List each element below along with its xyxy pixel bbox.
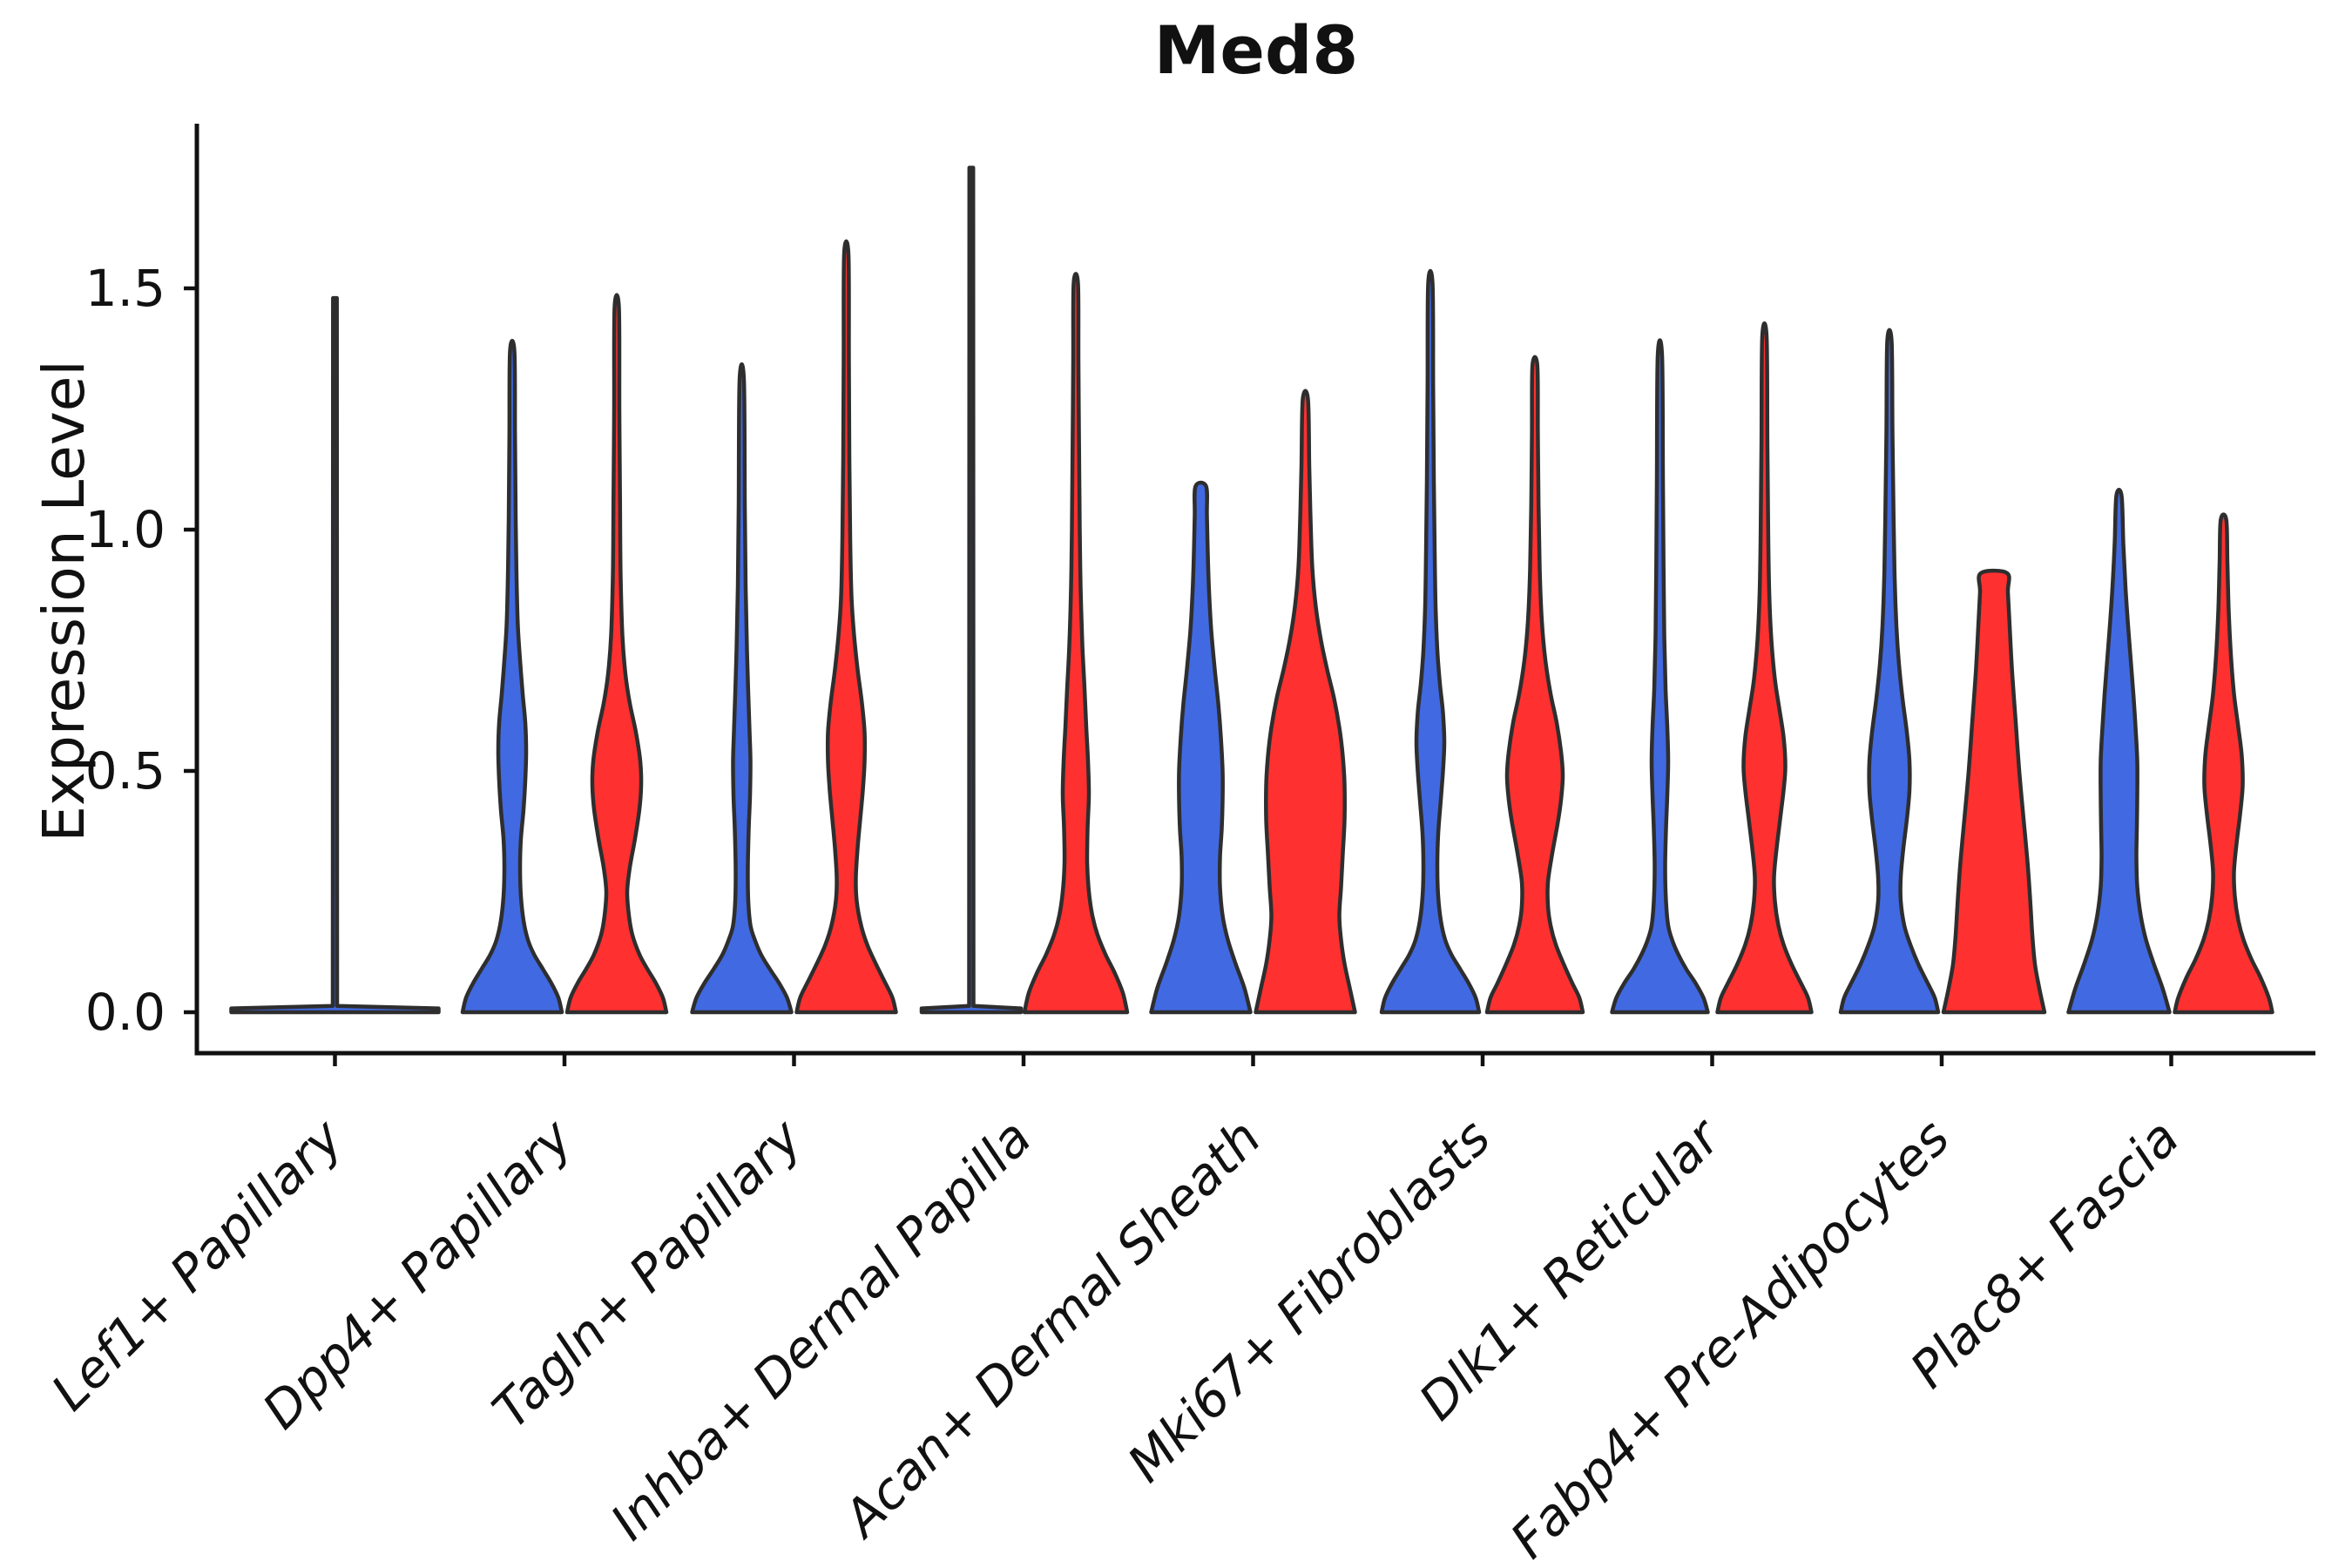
violin-Dpp4-Papillary-red [564, 293, 669, 1015]
violin-Plac8-Fascia-red [2173, 512, 2274, 1015]
violin-Plac8-Fascia-blue [2066, 488, 2172, 1015]
violin-Tagln-Papillary-blue [690, 362, 794, 1015]
violin-Tagln-Papillary-red [794, 239, 898, 1015]
x-tick-label: Acan+ Dermal Sheath [830, 1108, 1273, 1551]
violin-Inhba-Dermal-Papilla-blue [919, 166, 1024, 1015]
x-tick-label: Inhba+ Dermal Papilla [599, 1108, 1043, 1551]
x-tick-label: Fabp4+ Pre-Adipocytes [1499, 1108, 1961, 1568]
y-tick-label: 0.0 [85, 983, 166, 1042]
violin-Acan-Dermal-Sheath-red [1254, 389, 1357, 1015]
violin-Fabp4-Pre-Adipocytes-red [1941, 568, 2047, 1015]
y-tick-label: 1.0 [85, 500, 166, 559]
violin-Inhba-Dermal-Papilla-red [1022, 272, 1130, 1015]
y-tick-label: 1.5 [85, 259, 166, 318]
violin-Mki67-Fibroblasts-blue [1379, 268, 1482, 1015]
y-tick-label: 0.5 [85, 741, 166, 801]
violin-Dpp4-Papillary-blue [460, 338, 564, 1015]
violin-Fabp4-Pre-Adipocytes-blue [1838, 328, 1941, 1015]
violin-Lef1-Papillary-blue [229, 295, 441, 1015]
chart-title: Med8 [1154, 11, 1358, 89]
violin-Mki67-Fibroblasts-red [1484, 355, 1585, 1015]
violin-Dlk1-Reticular-red [1715, 321, 1814, 1015]
violin-Acan-Dermal-Sheath-blue [1149, 480, 1253, 1015]
violin-Dlk1-Reticular-blue [1610, 338, 1710, 1015]
violins-group [229, 166, 2274, 1015]
y-axis-ticks: 0.0 0.5 1.0 1.5 [85, 259, 197, 1042]
y-axis-title: Expression Level [30, 360, 98, 841]
